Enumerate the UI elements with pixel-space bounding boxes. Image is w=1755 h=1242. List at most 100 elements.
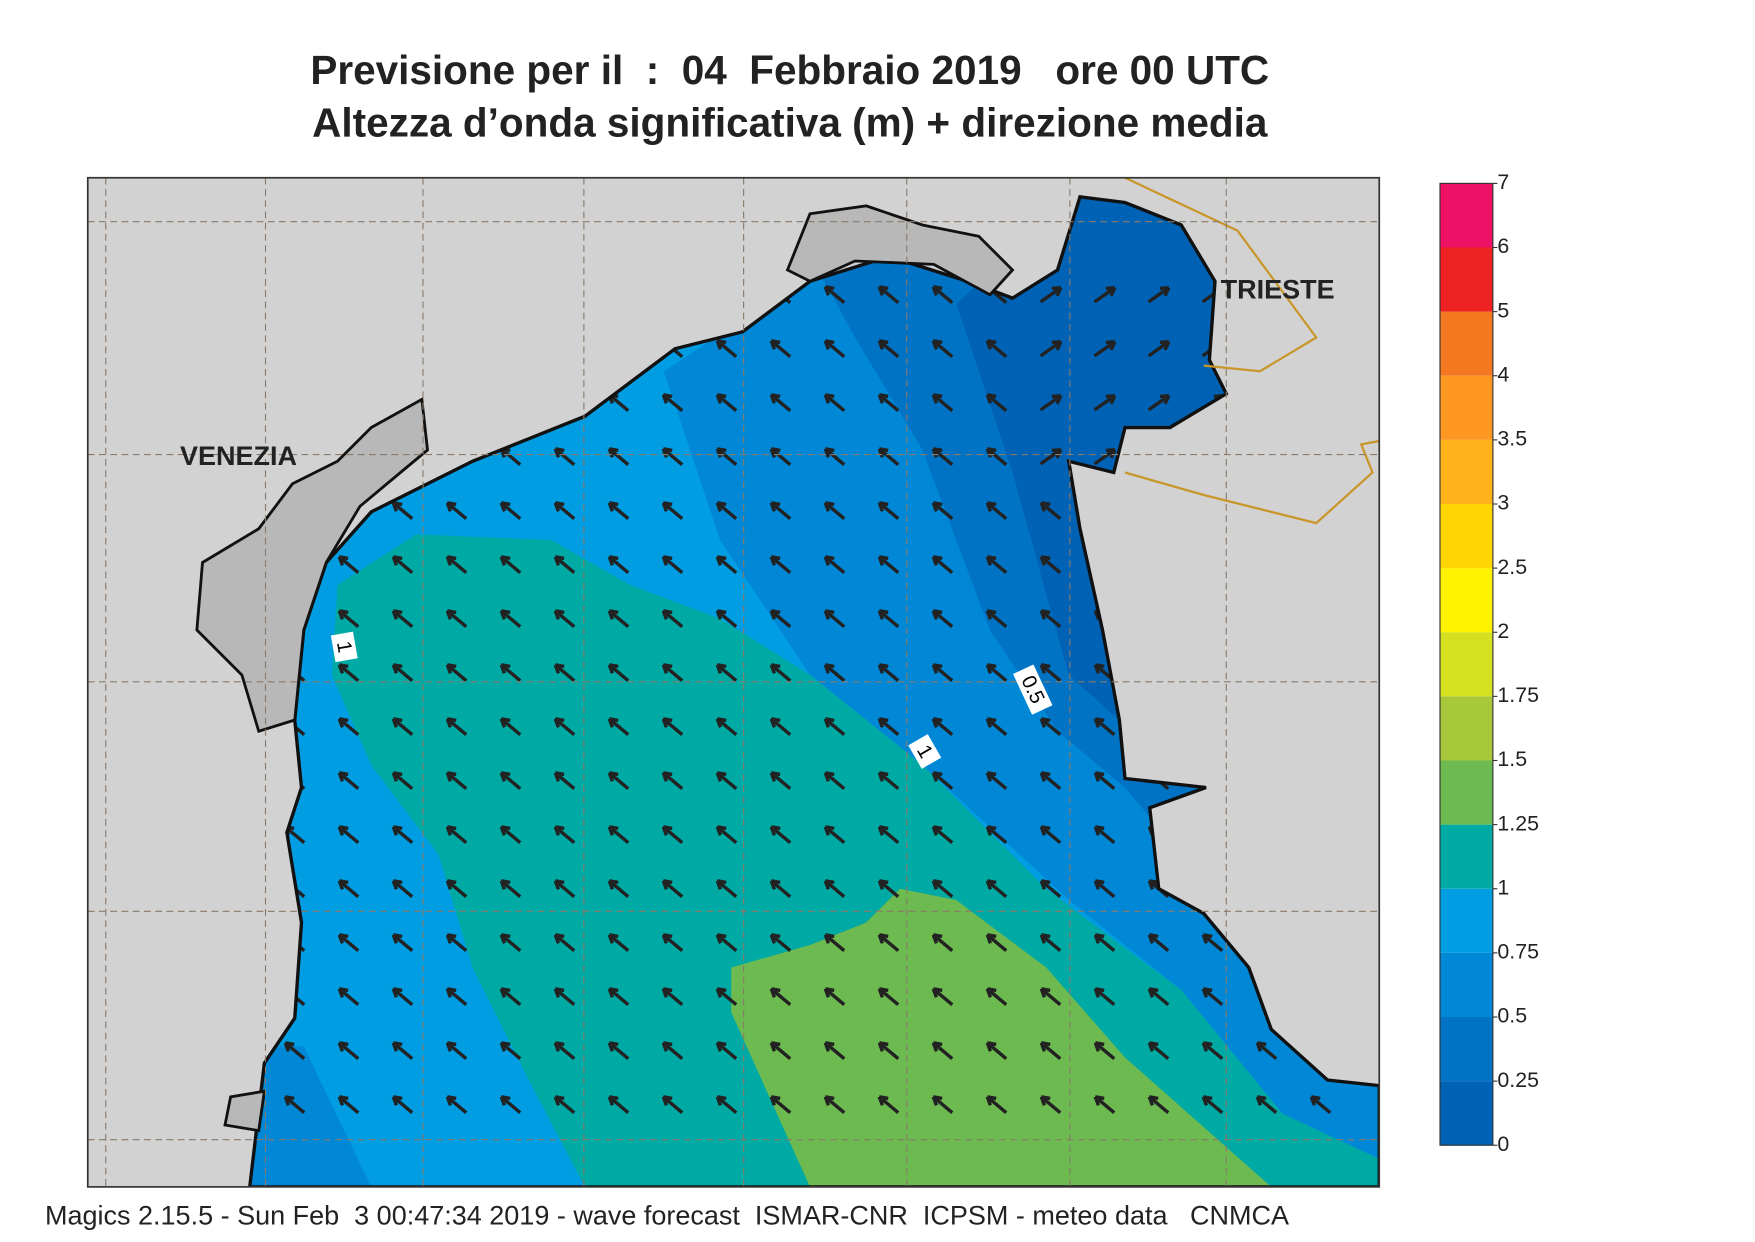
direction-arrow bbox=[877, 339, 900, 358]
direction-arrow bbox=[1039, 987, 1062, 1006]
direction-arrow bbox=[877, 1041, 900, 1060]
sea-band bbox=[731, 888, 1272, 1187]
direction-arrow bbox=[1093, 879, 1116, 898]
direction-arrow bbox=[661, 717, 684, 736]
colorbar-tick-label: 0 bbox=[1497, 1132, 1509, 1156]
direction-arrow bbox=[391, 609, 414, 628]
direction-arrow bbox=[1039, 285, 1063, 304]
direction-arrow bbox=[931, 1041, 954, 1060]
direction-arrow bbox=[1201, 1095, 1224, 1114]
direction-arrow bbox=[337, 663, 360, 682]
direction-arrow bbox=[553, 933, 576, 952]
direction-arrow bbox=[931, 609, 954, 628]
direction-arrow bbox=[1093, 447, 1117, 466]
direction-arrow bbox=[769, 663, 792, 682]
direction-arrow bbox=[769, 1095, 792, 1114]
direction-arrow bbox=[931, 285, 954, 304]
contour-label-box bbox=[330, 631, 358, 663]
direction-arrow bbox=[823, 825, 846, 844]
direction-arrow bbox=[1093, 933, 1116, 952]
direction-arrow bbox=[391, 933, 414, 952]
direction-arrow bbox=[607, 501, 630, 520]
direction-arrow bbox=[877, 933, 900, 952]
colorbar-band bbox=[1440, 439, 1493, 504]
direction-arrow bbox=[1147, 1041, 1170, 1060]
direction-arrow bbox=[931, 393, 954, 412]
direction-arrow bbox=[769, 717, 792, 736]
graticule bbox=[87, 177, 1380, 1187]
direction-arrow bbox=[1093, 393, 1117, 412]
colorbar-tick-label: 4 bbox=[1497, 362, 1509, 386]
direction-arrow bbox=[1147, 933, 1170, 952]
direction-arrow bbox=[877, 555, 900, 574]
direction-arrow bbox=[553, 447, 576, 466]
city-label: VENEZIA bbox=[180, 441, 297, 471]
direction-arrow bbox=[1039, 1095, 1062, 1114]
direction-arrow bbox=[337, 1095, 360, 1114]
colorbar-tick-label: 1 bbox=[1497, 875, 1509, 899]
direction-arrow bbox=[769, 933, 792, 952]
direction-arrow bbox=[607, 717, 630, 736]
direction-arrow bbox=[661, 555, 684, 574]
direction-arrow bbox=[931, 933, 954, 952]
direction-arrow bbox=[661, 609, 684, 628]
direction-arrow bbox=[985, 1041, 1008, 1060]
direction-arrow bbox=[1039, 1041, 1062, 1060]
direction-arrow bbox=[499, 1041, 522, 1060]
direction-arrow bbox=[337, 825, 360, 844]
colorbar-tick-label: 1.75 bbox=[1497, 683, 1539, 707]
direction-arrow bbox=[823, 555, 846, 574]
direction-arrow bbox=[985, 447, 1008, 466]
colorbar-band bbox=[1440, 1081, 1493, 1146]
direction-arrow bbox=[1039, 771, 1062, 790]
direction-arrow bbox=[769, 501, 792, 520]
direction-arrow bbox=[877, 447, 900, 466]
direction-arrow bbox=[823, 1095, 846, 1114]
direction-arrow bbox=[931, 717, 954, 736]
direction-arrow bbox=[769, 825, 792, 844]
direction-arrow bbox=[607, 987, 630, 1006]
direction-arrow bbox=[661, 1095, 684, 1114]
direction-arrow bbox=[985, 933, 1008, 952]
direction-arrow bbox=[337, 609, 360, 628]
direction-arrow bbox=[499, 501, 522, 520]
direction-arrow bbox=[445, 663, 468, 682]
direction-arrow bbox=[1147, 1095, 1170, 1114]
direction-arrow bbox=[823, 771, 846, 790]
direction-arrow bbox=[931, 555, 954, 574]
direction-arrow bbox=[823, 987, 846, 1006]
island bbox=[223, 1089, 267, 1133]
direction-arrow bbox=[985, 987, 1008, 1006]
direction-arrow bbox=[931, 879, 954, 898]
direction-arrow bbox=[499, 879, 522, 898]
colorbar-tick-label: 0.5 bbox=[1497, 1004, 1527, 1028]
direction-arrow bbox=[1093, 285, 1117, 304]
direction-arrow bbox=[337, 1041, 360, 1060]
direction-arrow bbox=[337, 717, 360, 736]
direction-arrow bbox=[769, 1041, 792, 1060]
border bbox=[1124, 177, 1380, 525]
direction-arrow bbox=[607, 555, 630, 574]
colorbar-band bbox=[1440, 1017, 1493, 1082]
direction-arrow bbox=[931, 825, 954, 844]
colorbar-band bbox=[1440, 696, 1493, 761]
direction-arrow bbox=[607, 1095, 630, 1114]
direction-arrow bbox=[1039, 663, 1062, 682]
direction-arrow bbox=[715, 393, 738, 412]
map: VENEZIA TRIESTE 1 0.5 1 bbox=[87, 177, 1380, 1187]
direction-arrow bbox=[1093, 771, 1116, 790]
direction-arrow bbox=[391, 987, 414, 1006]
colorbar-band bbox=[1440, 375, 1493, 440]
direction-arrow bbox=[715, 987, 738, 1006]
direction-arrow bbox=[877, 663, 900, 682]
direction-arrow bbox=[499, 987, 522, 1006]
direction-arrow bbox=[499, 609, 522, 628]
direction-arrow bbox=[1255, 1041, 1278, 1060]
colorbar-tick-label: 0.25 bbox=[1497, 1068, 1539, 1092]
direction-arrow bbox=[1039, 879, 1062, 898]
direction-arrow bbox=[823, 285, 846, 304]
city-label: TRIESTE bbox=[1221, 275, 1335, 305]
direction-arrow bbox=[661, 1041, 684, 1060]
direction-arrow bbox=[391, 717, 414, 736]
